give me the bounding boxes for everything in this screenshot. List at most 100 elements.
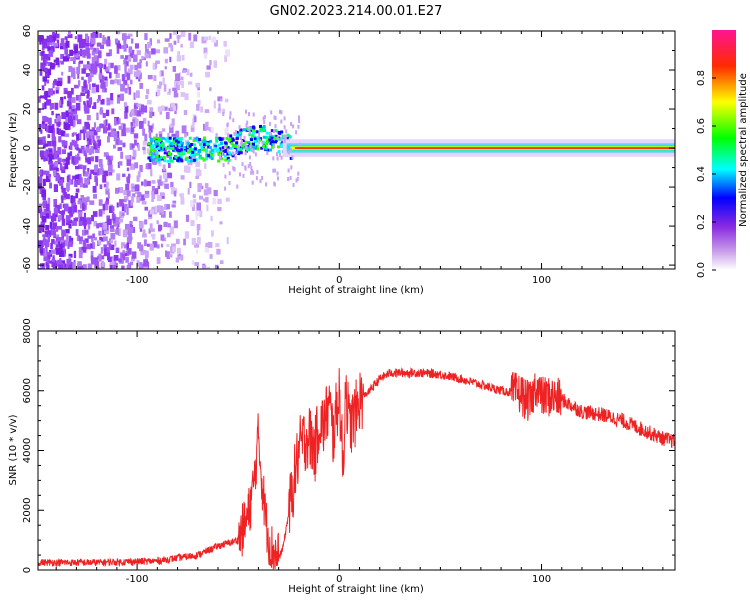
heatmap-cell bbox=[57, 226, 63, 230]
heatmap-cell bbox=[219, 155, 221, 160]
heatmap-cell bbox=[228, 151, 232, 155]
heatmap-cell bbox=[248, 133, 252, 137]
heatmap-cell bbox=[127, 68, 133, 75]
heatmap-cell bbox=[255, 144, 259, 148]
heatmap-cell bbox=[204, 163, 207, 169]
heatmap-cell bbox=[271, 143, 275, 146]
heatmap-cell bbox=[179, 193, 182, 197]
heatmap-cell bbox=[287, 150, 290, 155]
heatmap-cell bbox=[134, 162, 139, 169]
heatmap-cell bbox=[42, 103, 46, 110]
heatmap-cell bbox=[241, 139, 245, 142]
heatmap-cell bbox=[139, 164, 143, 173]
heatmap-cell bbox=[192, 139, 196, 143]
heatmap-cell bbox=[74, 157, 79, 164]
heatmap-cell bbox=[255, 130, 259, 134]
heatmap-cell bbox=[171, 102, 175, 107]
heatmap-cell bbox=[87, 263, 93, 269]
heatmap-cell bbox=[179, 156, 183, 160]
heatmap-cell bbox=[61, 195, 64, 203]
heatmap-cell bbox=[211, 36, 217, 43]
heatmap-cell bbox=[104, 58, 108, 65]
heatmap-cell bbox=[120, 242, 124, 249]
heatmap-cell bbox=[196, 104, 200, 111]
heatmap-cell bbox=[148, 212, 152, 216]
heatmap-cell bbox=[203, 136, 206, 140]
heatmap-cell bbox=[283, 134, 286, 139]
heatmap-cell bbox=[95, 48, 99, 55]
heatmap-cell bbox=[91, 214, 94, 222]
heatmap-cell bbox=[202, 143, 206, 147]
heatmap-cell bbox=[83, 212, 86, 218]
heatmap-cell bbox=[155, 144, 159, 148]
heatmap-cell bbox=[82, 264, 87, 269]
heatmap-cell bbox=[250, 138, 254, 142]
heatmap-cell bbox=[190, 126, 195, 132]
heatmap-cell bbox=[40, 225, 43, 231]
heatmap-cell bbox=[224, 144, 228, 148]
heatmap-cell bbox=[196, 224, 201, 231]
heatmap-cell bbox=[259, 179, 262, 184]
heatmap-cell bbox=[247, 164, 250, 169]
heatmap-cell bbox=[87, 217, 92, 225]
heatmap-cell bbox=[48, 120, 52, 127]
heatmap-cell bbox=[169, 226, 175, 235]
heatmap-cell bbox=[51, 129, 55, 137]
heatmap-cell bbox=[52, 82, 55, 89]
heatmap-cell bbox=[57, 147, 62, 155]
heatmap-cell bbox=[155, 133, 158, 139]
heatmap-cell bbox=[61, 71, 64, 76]
heatmap-cell bbox=[148, 152, 152, 156]
heatmap-cell bbox=[125, 44, 128, 48]
heatmap-cell bbox=[96, 42, 102, 47]
heatmap-cell bbox=[92, 211, 98, 217]
heatmap-cell bbox=[56, 167, 59, 172]
heatmap-cell bbox=[144, 206, 148, 211]
heatmap-cell bbox=[160, 105, 165, 112]
heatmap-cell bbox=[84, 89, 90, 94]
heatmap-cell bbox=[59, 210, 64, 215]
heatmap-cell bbox=[113, 265, 116, 269]
heatmap-cell bbox=[70, 111, 74, 120]
colorbar-tick-label: 0.2 bbox=[696, 214, 707, 230]
heatmap-cell bbox=[72, 108, 77, 115]
heatmap-cell bbox=[190, 200, 194, 208]
heatmap-cell bbox=[274, 124, 277, 129]
heatmap-cell bbox=[115, 247, 120, 253]
heatmap-cell bbox=[265, 182, 268, 187]
heatmap-cell bbox=[57, 259, 62, 267]
heatmap-cell bbox=[229, 134, 233, 138]
y-tick-label: 4000 bbox=[22, 438, 33, 463]
heatmap-cell bbox=[53, 184, 58, 192]
heatmap-cell bbox=[170, 181, 174, 188]
heatmap-cell bbox=[79, 249, 83, 254]
heatmap-cell bbox=[96, 223, 100, 229]
colorbar-tick-label: 0.6 bbox=[696, 118, 707, 134]
heatmap-cell bbox=[249, 162, 252, 166]
heatmap-cell bbox=[185, 214, 190, 222]
heatmap-cell bbox=[203, 36, 209, 41]
heatmap-cell bbox=[165, 250, 168, 257]
heatmap-cell bbox=[220, 150, 223, 154]
heatmap-cell bbox=[115, 187, 119, 194]
heatmap-cell bbox=[142, 140, 148, 146]
heatmap-cell bbox=[131, 188, 136, 193]
heatmap-cell bbox=[109, 225, 115, 230]
heatmap-cell bbox=[96, 98, 100, 103]
heatmap-cell bbox=[252, 170, 255, 175]
heatmap-cell bbox=[72, 195, 76, 203]
heatmap-cell bbox=[133, 216, 138, 222]
heatmap-cell bbox=[155, 150, 159, 154]
heatmap-cell bbox=[108, 164, 113, 171]
heatmap-cell bbox=[71, 67, 76, 75]
heatmap-cell bbox=[246, 148, 250, 152]
heatmap-cell bbox=[125, 251, 130, 256]
heatmap-cell bbox=[155, 154, 159, 158]
heatmap-cell bbox=[54, 102, 59, 110]
heatmap-cell bbox=[250, 165, 253, 170]
heatmap-cell bbox=[88, 83, 91, 90]
heatmap-cell bbox=[109, 265, 113, 269]
heatmap-cell bbox=[167, 173, 173, 178]
heatmap-cell bbox=[191, 148, 194, 152]
y-tick-label: 2000 bbox=[22, 498, 33, 523]
